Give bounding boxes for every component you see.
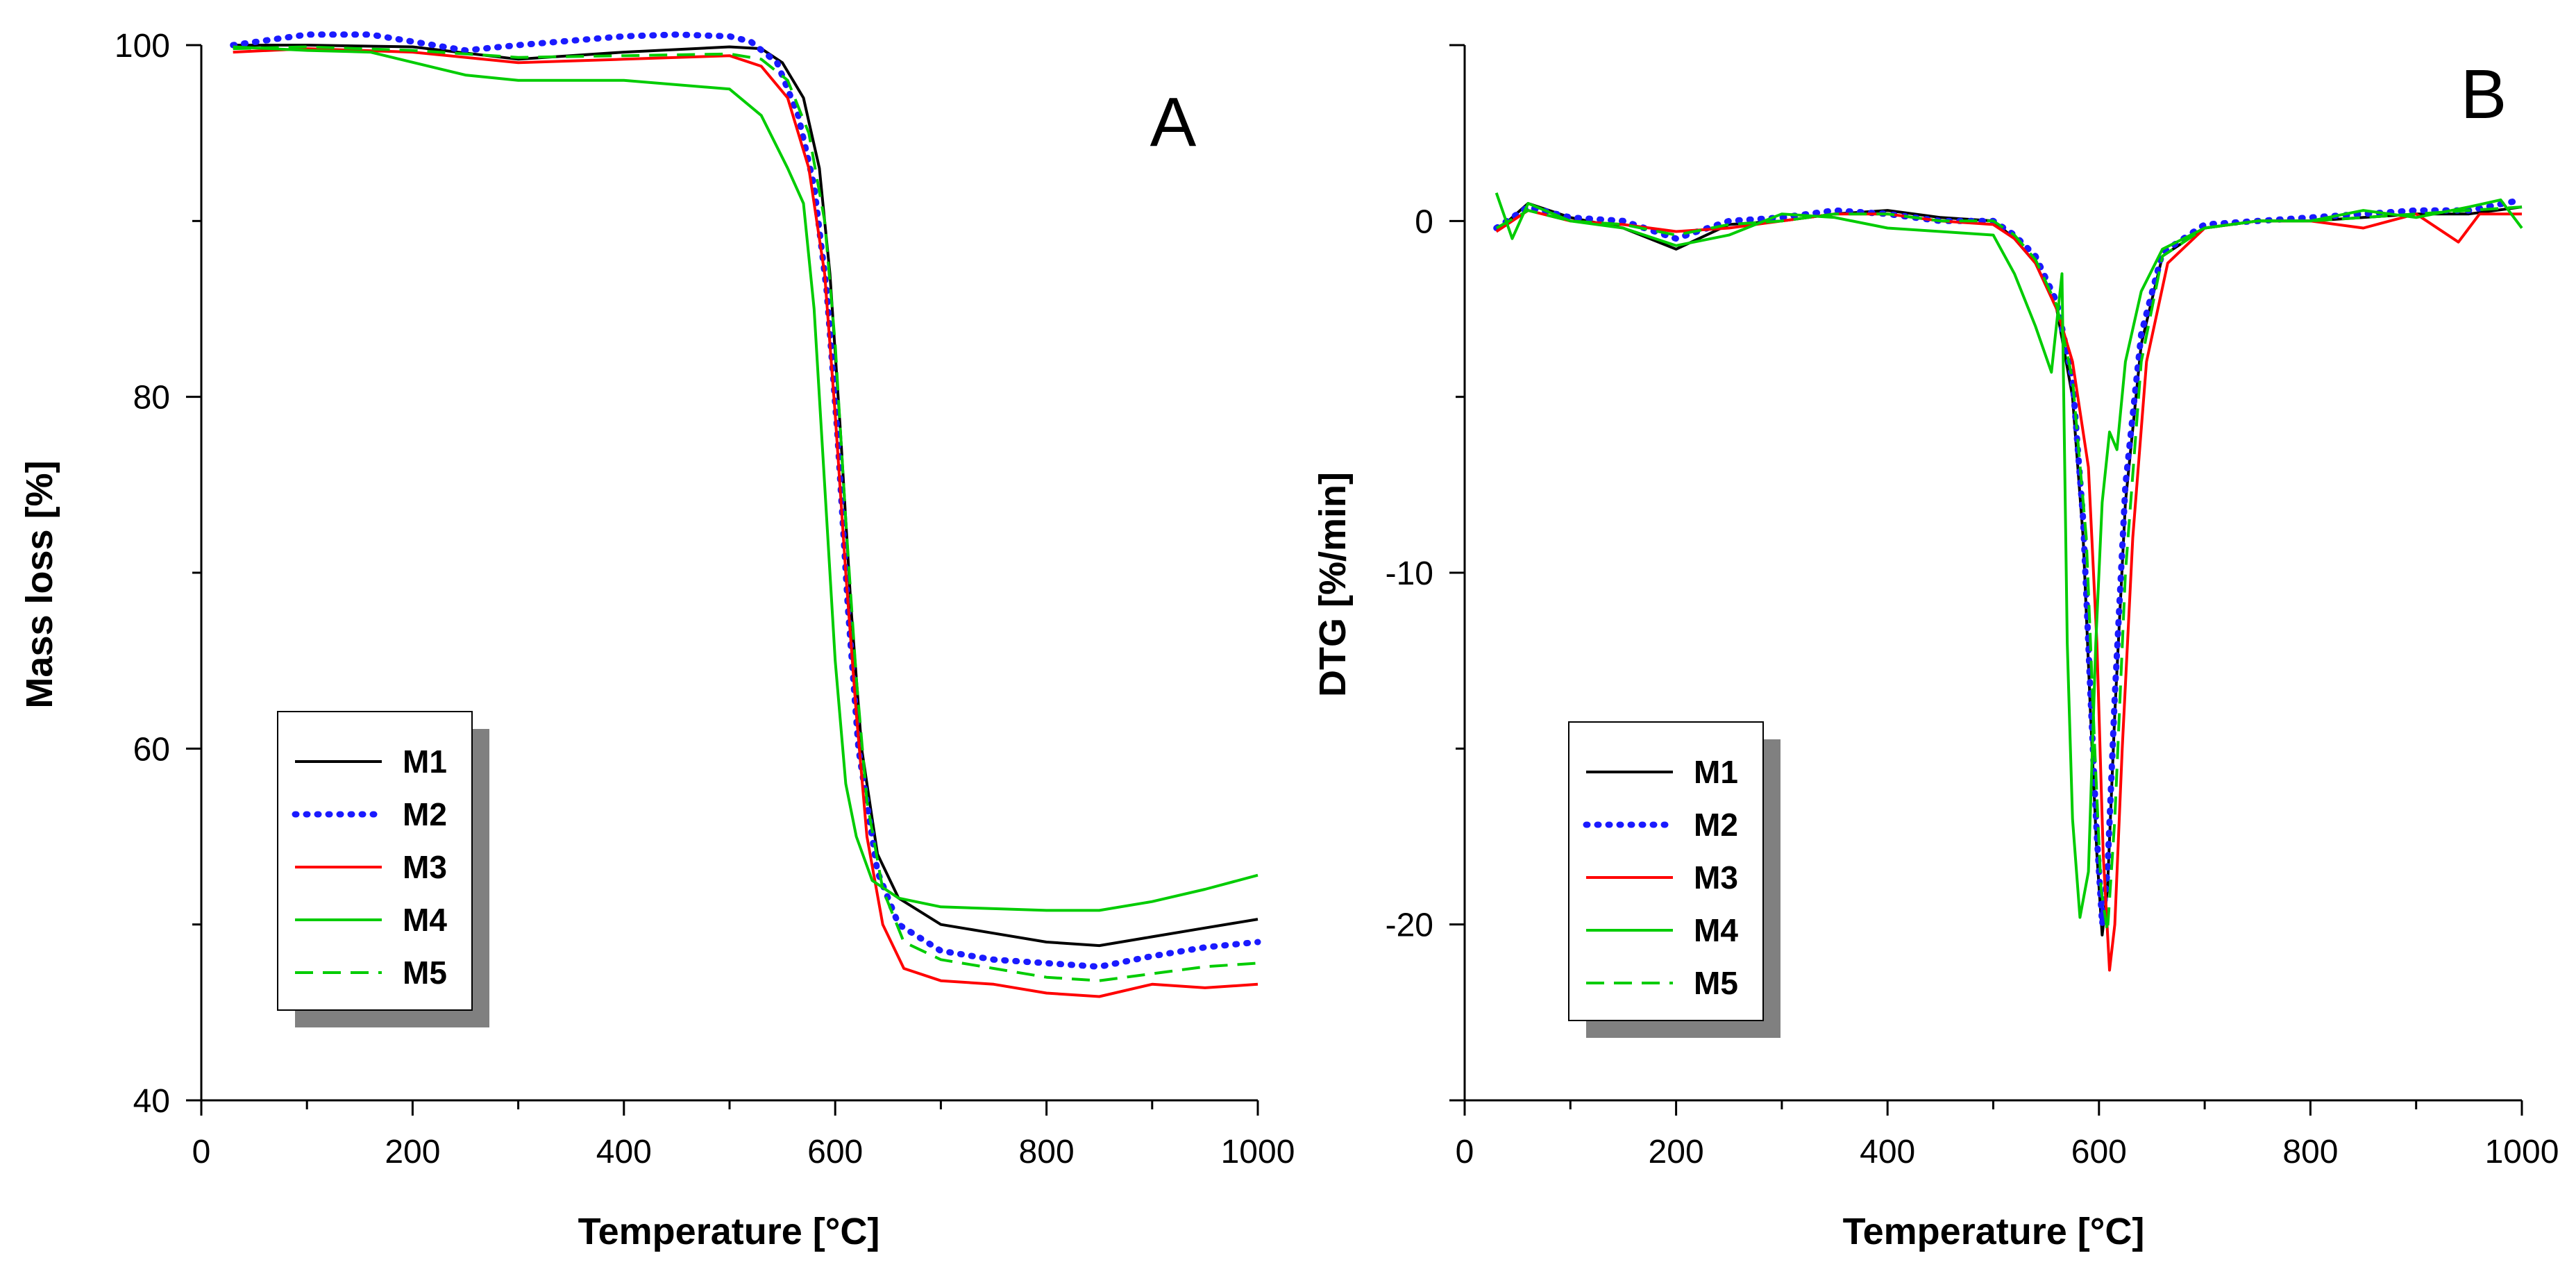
panel-a-legend-label-m1: M1 <box>403 744 447 780</box>
panel-b: 0 200 400 600 800 1000 -20 -10 0 B Temperature [… <box>1312 44 2559 1252</box>
panel-b-x-tick-label: 200 <box>1649 1134 1704 1170</box>
panel-a-y-tick-label: 60 <box>133 731 170 768</box>
panel-b-x-axis-title: Temperature [°C] <box>1843 1211 2145 1252</box>
panel-a-y-tick-label: 40 <box>133 1083 170 1120</box>
panel-b-x-tick-label: 1000 <box>2485 1134 2559 1170</box>
panel-a-y-tick-label: 80 <box>133 380 170 417</box>
panel-a-series-m3 <box>233 47 1258 998</box>
panel-a-legend-label-m3: M3 <box>403 849 447 885</box>
panel-a-series-m5 <box>233 45 1258 982</box>
panel-a-series-m4 <box>233 45 1258 912</box>
panel-a-x-tick-label: 0 <box>192 1134 211 1170</box>
panel-b-legend-label-m2: M2 <box>1694 807 1738 843</box>
panel-b-y-tick-label: 0 <box>1415 203 1433 240</box>
panel-a-legend-label-m5: M5 <box>403 955 447 991</box>
panel-b-letter: B <box>2461 56 2507 133</box>
panel-a-letter: A <box>1150 83 1197 161</box>
panel-b-x-tick-label: 600 <box>2071 1134 2127 1170</box>
panel-a-legend: M1 M2 M3 M4 M5 <box>277 711 489 1027</box>
panel-b-legend-label-m4: M4 <box>1694 912 1738 948</box>
panel-b-x-tick-label: 800 <box>2282 1134 2338 1170</box>
panel-b-legend-label-m1: M1 <box>1694 754 1738 790</box>
panel-a-x-tick-label: 600 <box>807 1134 863 1170</box>
panel-b-series-m5 <box>1495 205 2523 933</box>
panel-a-series <box>230 31 1261 998</box>
panel-b-x-tick-label: 400 <box>1860 1134 1915 1170</box>
panel-a-x-tick-label: 400 <box>596 1134 652 1170</box>
panel-a-x-axis-title: Temperature [°C] <box>578 1211 880 1252</box>
panel-b-ticks: 0 200 400 600 800 1000 -20 -10 0 <box>1386 44 2559 1170</box>
panel-b-legend-label-m5: M5 <box>1694 965 1738 1001</box>
panel-a-x-tick-label: 1000 <box>1221 1134 1295 1170</box>
panel-b-y-tick-label: -10 <box>1386 555 1433 592</box>
panel-b-y-axis-title: DTG [%/min] <box>1312 472 1354 697</box>
panel-b-x-tick-label: 0 <box>1456 1134 1474 1170</box>
panel-a-legend-label-m4: M4 <box>403 902 447 938</box>
panel-b-legend-label-m3: M3 <box>1694 859 1738 896</box>
panel-a: 0 200 400 600 800 1000 40 60 80 100 A Temperature… <box>19 28 1295 1252</box>
panel-a-x-tick-label: 800 <box>1019 1134 1075 1170</box>
panel-a-y-axis-title: Mass loss [%] <box>19 460 60 708</box>
panel-b-y-tick-label: -20 <box>1386 907 1433 944</box>
panel-a-x-tick-label: 200 <box>385 1134 440 1170</box>
panel-b-series <box>1493 192 2525 972</box>
panel-a-legend-label-m2: M2 <box>403 796 447 832</box>
panel-b-legend: M1 M2 M3 M4 M5 <box>1568 721 1781 1038</box>
panel-a-y-tick-label: 100 <box>115 28 170 65</box>
panel-a-ticks: 0 200 400 600 800 1000 40 60 80 100 <box>115 28 1295 1170</box>
